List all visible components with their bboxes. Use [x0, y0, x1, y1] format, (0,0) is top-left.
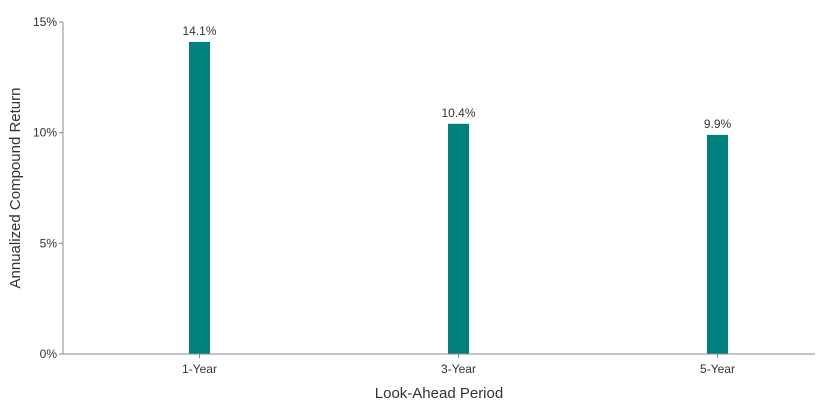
data-label-1-year: 14.1% — [182, 24, 216, 38]
x-axis-ticks: 1-Year 3-Year 5-Year — [182, 354, 735, 376]
data-label-3-year: 10.4% — [441, 106, 475, 120]
bar-3-year — [448, 123, 469, 355]
x-tick-label: 1-Year — [182, 362, 217, 376]
y-axis-title: Annualized Compound Return — [7, 88, 24, 289]
x-tick-label: 5-Year — [700, 362, 735, 376]
x-axis-title: Look-Ahead Period — [375, 385, 503, 401]
y-tick-label: 10% — [33, 126, 57, 140]
y-tick-label: 15% — [33, 15, 57, 29]
y-tick-label: 0% — [40, 347, 58, 361]
x-tick-label: 3-Year — [441, 362, 476, 376]
data-labels-group: 14.1% 10.4% 9.9% — [182, 24, 731, 131]
data-label-5-year: 9.9% — [704, 117, 732, 131]
y-axis-ticks: 0% 5% 10% 15% — [33, 15, 63, 361]
y-tick-label: 5% — [40, 236, 58, 250]
bar-1-year — [189, 41, 210, 355]
bar-5-year — [707, 134, 728, 354]
bars-group — [189, 41, 728, 355]
